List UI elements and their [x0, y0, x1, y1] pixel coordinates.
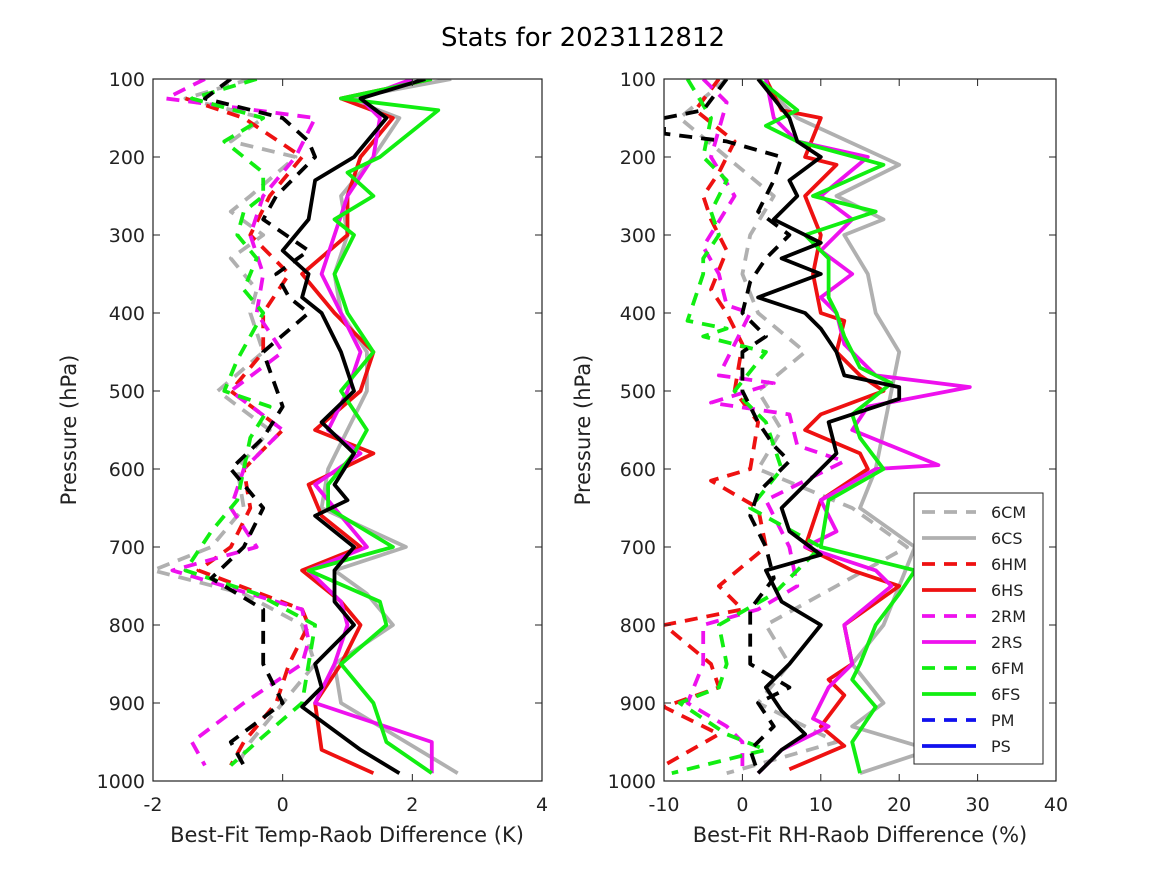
temp-series-ps — [280, 79, 426, 775]
temp-series-pm — [202, 79, 318, 767]
legend-label-6hs: 6HS — [991, 581, 1023, 600]
rh-x-tick-label: 40 — [1044, 794, 1068, 816]
temp-y-tick-label: 900 — [109, 693, 145, 715]
rh-x-tick-label: 30 — [966, 794, 990, 816]
temp-x-tick-label: 2 — [406, 794, 418, 816]
temp-series-6hm — [184, 96, 311, 767]
temp-series-lines — [153, 79, 459, 775]
rh-y-tick-label: 1000 — [608, 771, 656, 793]
rh-y-tick-label: 400 — [620, 303, 656, 325]
temp-y-tick-label: 300 — [109, 225, 145, 247]
rh-axes-frame — [663, 78, 1057, 782]
rh-series-6hs — [764, 79, 902, 772]
rh-series-6fm — [671, 79, 823, 776]
rh-ticks: -10 0 10 20 30 40 100 200 300 400 500 600 700 800 900 1… — [608, 69, 1068, 816]
legend-items: 6CM 6CS 6HM 6HS 2RM 2RS 6FM 6FS PM PS — [922, 503, 1027, 756]
rh-y-tick-label: 200 — [620, 147, 656, 169]
temp-y-tick-label: 1000 — [97, 771, 145, 793]
rh-y-tick-label: 700 — [620, 537, 656, 559]
temp-x-axis-label: Best-Fit Temp-Raob Difference (K) — [170, 823, 524, 847]
temp-y-tick-label: 200 — [109, 147, 145, 169]
temp-y-tick-label: 700 — [109, 537, 145, 559]
temp-y-tick-label: 800 — [109, 615, 145, 637]
temp-x-tick-label: 0 — [277, 794, 289, 816]
legend-box — [913, 492, 1044, 765]
legend-label-ps: PS — [991, 737, 1011, 756]
figure-title: Stats for 2023112812 — [441, 23, 725, 53]
legend-label-pm: PM — [991, 711, 1014, 730]
rh-y-tick-label: 600 — [620, 459, 656, 481]
rh-series-2rs — [756, 79, 972, 775]
rh-series-6cm — [677, 79, 909, 776]
legend: 6CM 6CS 6HM 6HS 2RM 2RS 6FM 6FS PM PS — [913, 492, 1044, 765]
temp-y-tick-label: 500 — [109, 381, 145, 403]
legend-label-6fs: 6FS — [991, 685, 1020, 704]
temp-series-2rm — [164, 79, 318, 767]
temp-x-tick-label: -2 — [144, 794, 163, 816]
rh-y-tick-label: 500 — [620, 381, 656, 403]
rh-y-tick-label: 100 — [620, 69, 656, 91]
rh-panel: -10 0 10 20 30 40 100 200 300 400 500 600 700 800 900 1… — [571, 69, 1068, 847]
rh-series-lines — [664, 79, 972, 776]
temp-y-tick-label: 600 — [109, 459, 145, 481]
rh-series-pm — [664, 79, 792, 774]
rh-y-tick-label: 900 — [620, 693, 656, 715]
temp-y-tick-label: 400 — [109, 303, 145, 325]
rh-x-axis-label: Best-Fit RH-Raob Difference (%) — [693, 823, 1027, 847]
temp-axes-frame — [152, 78, 543, 782]
legend-label-6cm: 6CM — [991, 503, 1026, 522]
rh-x-tick-label: 10 — [809, 794, 833, 816]
rh-series-6fs — [756, 79, 917, 774]
rh-series-2rm — [685, 79, 847, 774]
legend-label-6fm: 6FM — [991, 659, 1024, 678]
rh-x-tick-label: 0 — [736, 794, 748, 816]
temp-panel: -2 0 2 4 100 200 300 400 500 600 700 800 900 1000 Bes… — [57, 69, 548, 847]
rh-y-tick-label: 800 — [620, 615, 656, 637]
legend-label-6cs: 6CS — [991, 529, 1023, 548]
legend-label-2rs: 2RS — [991, 633, 1022, 652]
rh-series-ps — [756, 79, 902, 775]
temp-series-6cs — [319, 79, 459, 775]
legend-label-2rm: 2RM — [991, 607, 1026, 626]
rh-x-tick-label: 20 — [887, 794, 911, 816]
rh-y-axis-label: Pressure (hPa) — [571, 355, 595, 506]
temp-series-6fs — [306, 79, 441, 775]
temp-y-axis-label: Pressure (hPa) — [57, 355, 81, 506]
temp-ticks: -2 0 2 4 100 200 300 400 500 600 700 800 900 1000 — [97, 69, 548, 816]
temp-x-tick-label: 4 — [536, 794, 548, 816]
rh-y-tick-label: 300 — [620, 225, 656, 247]
temp-y-tick-label: 100 — [109, 69, 145, 91]
temp-series-6hs — [300, 79, 433, 775]
temp-series-6fm — [183, 79, 318, 767]
rh-x-tick-label: -10 — [648, 794, 679, 816]
rh-series-6hm — [664, 79, 768, 768]
legend-label-6hm: 6HM — [991, 555, 1027, 574]
